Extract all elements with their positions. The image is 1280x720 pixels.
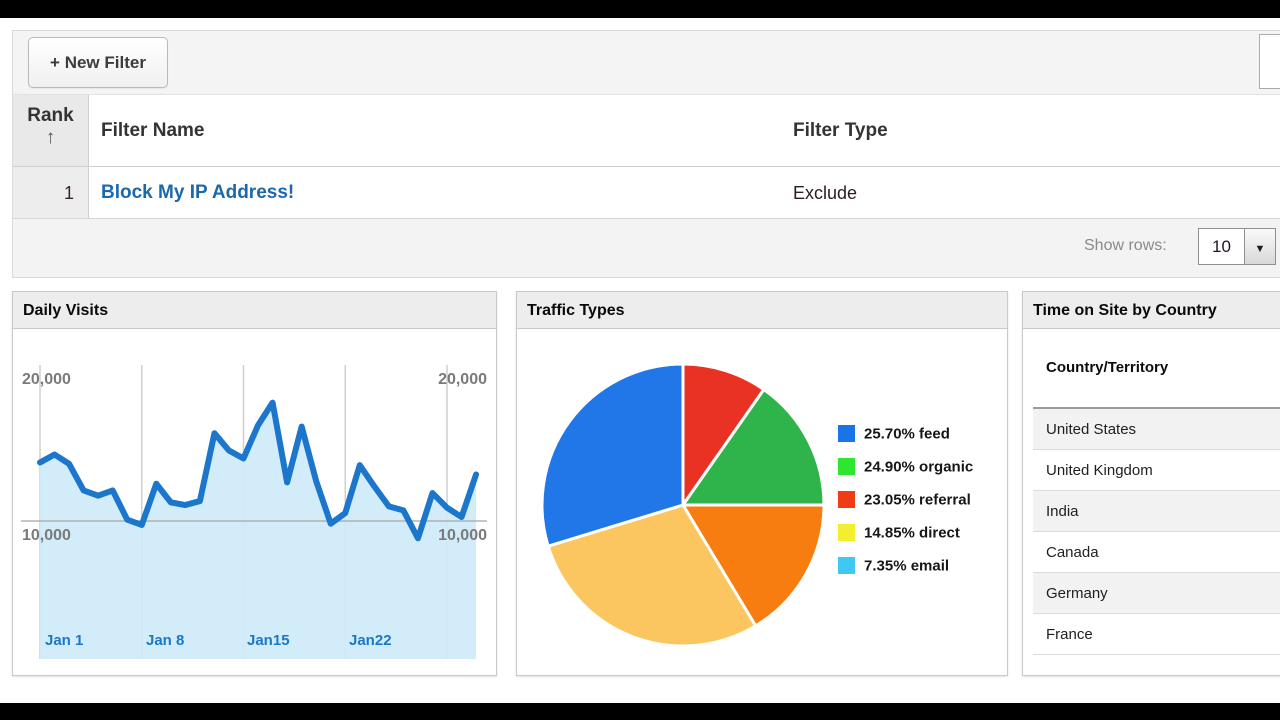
legend-swatch: [838, 557, 855, 575]
traffic-types-chart: 25.70% feed 24.90% organic 23.05% referral…: [517, 329, 1007, 675]
legend-label: 24.90% organic: [864, 458, 974, 476]
legend-label: 7.35% email: [864, 557, 950, 575]
dropdown-arrow-icon: ▼: [1254, 243, 1266, 255]
daily-visits-chart: 20,000 20,000 10,000 10,000 Jan 1 Jan 8 …: [13, 329, 496, 675]
country-list: United States United Kingdom India Canada Ge…: [1033, 407, 1280, 655]
rank-cell: 1: [13, 167, 89, 218]
filters-toolbar: + New Filter: [13, 31, 1280, 95]
country-row: India: [1033, 491, 1280, 532]
x-tick-jan22: Jan22: [349, 632, 392, 649]
legend-swatch: [838, 458, 855, 476]
table-row: 1 Block My IP Address! Exclude: [13, 167, 1280, 219]
legend-swatch: [838, 491, 855, 509]
legend-swatch: [838, 425, 855, 443]
daily-visits-title: Daily Visits: [13, 292, 496, 329]
legend-item: 24.90% organic: [838, 458, 974, 476]
show-rows-dropdown-button[interactable]: ▼: [1244, 228, 1276, 265]
traffic-types-panel: Traffic Types 25.70% feed 24.90% organic 2…: [516, 291, 1008, 676]
country-territory-header: Country/Territory: [1046, 359, 1169, 376]
area-fill: [40, 402, 477, 659]
filter-name-link[interactable]: Block My IP Address!: [101, 182, 295, 203]
show-rows-label: Show rows:: [1084, 237, 1167, 254]
x-tick-jan8: Jan 8: [146, 632, 185, 649]
pie-slice: [540, 362, 685, 548]
column-header-filter-name[interactable]: Filter Name: [101, 120, 205, 141]
country-row: United Kingdom: [1033, 450, 1280, 491]
column-header-rank[interactable]: Rank ↑: [13, 95, 89, 166]
time-on-site-body: Country/Territory United States United Ki…: [1023, 329, 1280, 675]
table-header-row: Rank ↑ Filter Name Filter Type: [13, 95, 1280, 167]
country-row: United States: [1033, 409, 1280, 450]
legend-swatch: [838, 524, 855, 542]
y-tick-10000-right: 10,000: [438, 527, 487, 544]
legend-label: 23.05% referral: [864, 491, 971, 509]
table-footer: Show rows: 10 ▼: [13, 219, 1280, 277]
legend-item: 25.70% feed: [838, 425, 973, 443]
new-filter-button[interactable]: + New Filter: [28, 37, 168, 88]
traffic-types-pie-chart: [540, 362, 826, 648]
legend-item: 23.05% referral: [838, 491, 973, 509]
legend-label: 14.85% direct: [864, 524, 960, 542]
x-tick-jan15: Jan15: [247, 632, 290, 649]
y-tick-20000-left: 20,000: [22, 371, 71, 388]
country-row: Germany: [1033, 573, 1280, 614]
filter-type-value: Exclude: [793, 183, 858, 203]
country-row: Canada: [1033, 532, 1280, 573]
legend-item: 7.35% email: [838, 557, 973, 575]
pie-legend: 25.70% feed 24.90% organic 23.05% referral…: [838, 425, 973, 590]
y-tick-10000-left: 10,000: [22, 527, 71, 544]
rank-column-label: Rank: [27, 105, 74, 126]
sort-ascending-icon: ↑: [45, 127, 56, 148]
legend-label: 25.70% feed: [864, 425, 950, 443]
daily-visits-panel: Daily Visits 20,000 20,000 10,000 10,000…: [12, 291, 497, 676]
daily-visits-line-chart: [21, 365, 487, 659]
show-rows-select[interactable]: 10: [1198, 228, 1245, 265]
analytics-dashboard: + New Filter Rank ↑ Filter Name Filter T…: [0, 18, 1280, 703]
visits-line: [37, 399, 480, 542]
column-header-filter-type[interactable]: Filter Type: [793, 120, 888, 141]
legend-item: 14.85% direct: [838, 524, 973, 542]
search-input[interactable]: [1259, 34, 1280, 89]
pie-slice: [546, 503, 758, 648]
filters-table-card: + New Filter Rank ↑ Filter Name Filter T…: [12, 30, 1280, 278]
pie-slice: [681, 362, 766, 507]
country-row: France: [1033, 614, 1280, 655]
pie-slice: [681, 503, 826, 628]
time-on-site-panel: Time on Site by Country Country/Territor…: [1022, 291, 1280, 676]
y-tick-20000-right: 20,000: [438, 371, 487, 388]
x-tick-jan1: Jan 1: [45, 632, 84, 649]
pie-slice: [681, 388, 826, 507]
traffic-types-title: Traffic Types: [517, 292, 1007, 329]
time-on-site-title: Time on Site by Country: [1023, 292, 1280, 329]
